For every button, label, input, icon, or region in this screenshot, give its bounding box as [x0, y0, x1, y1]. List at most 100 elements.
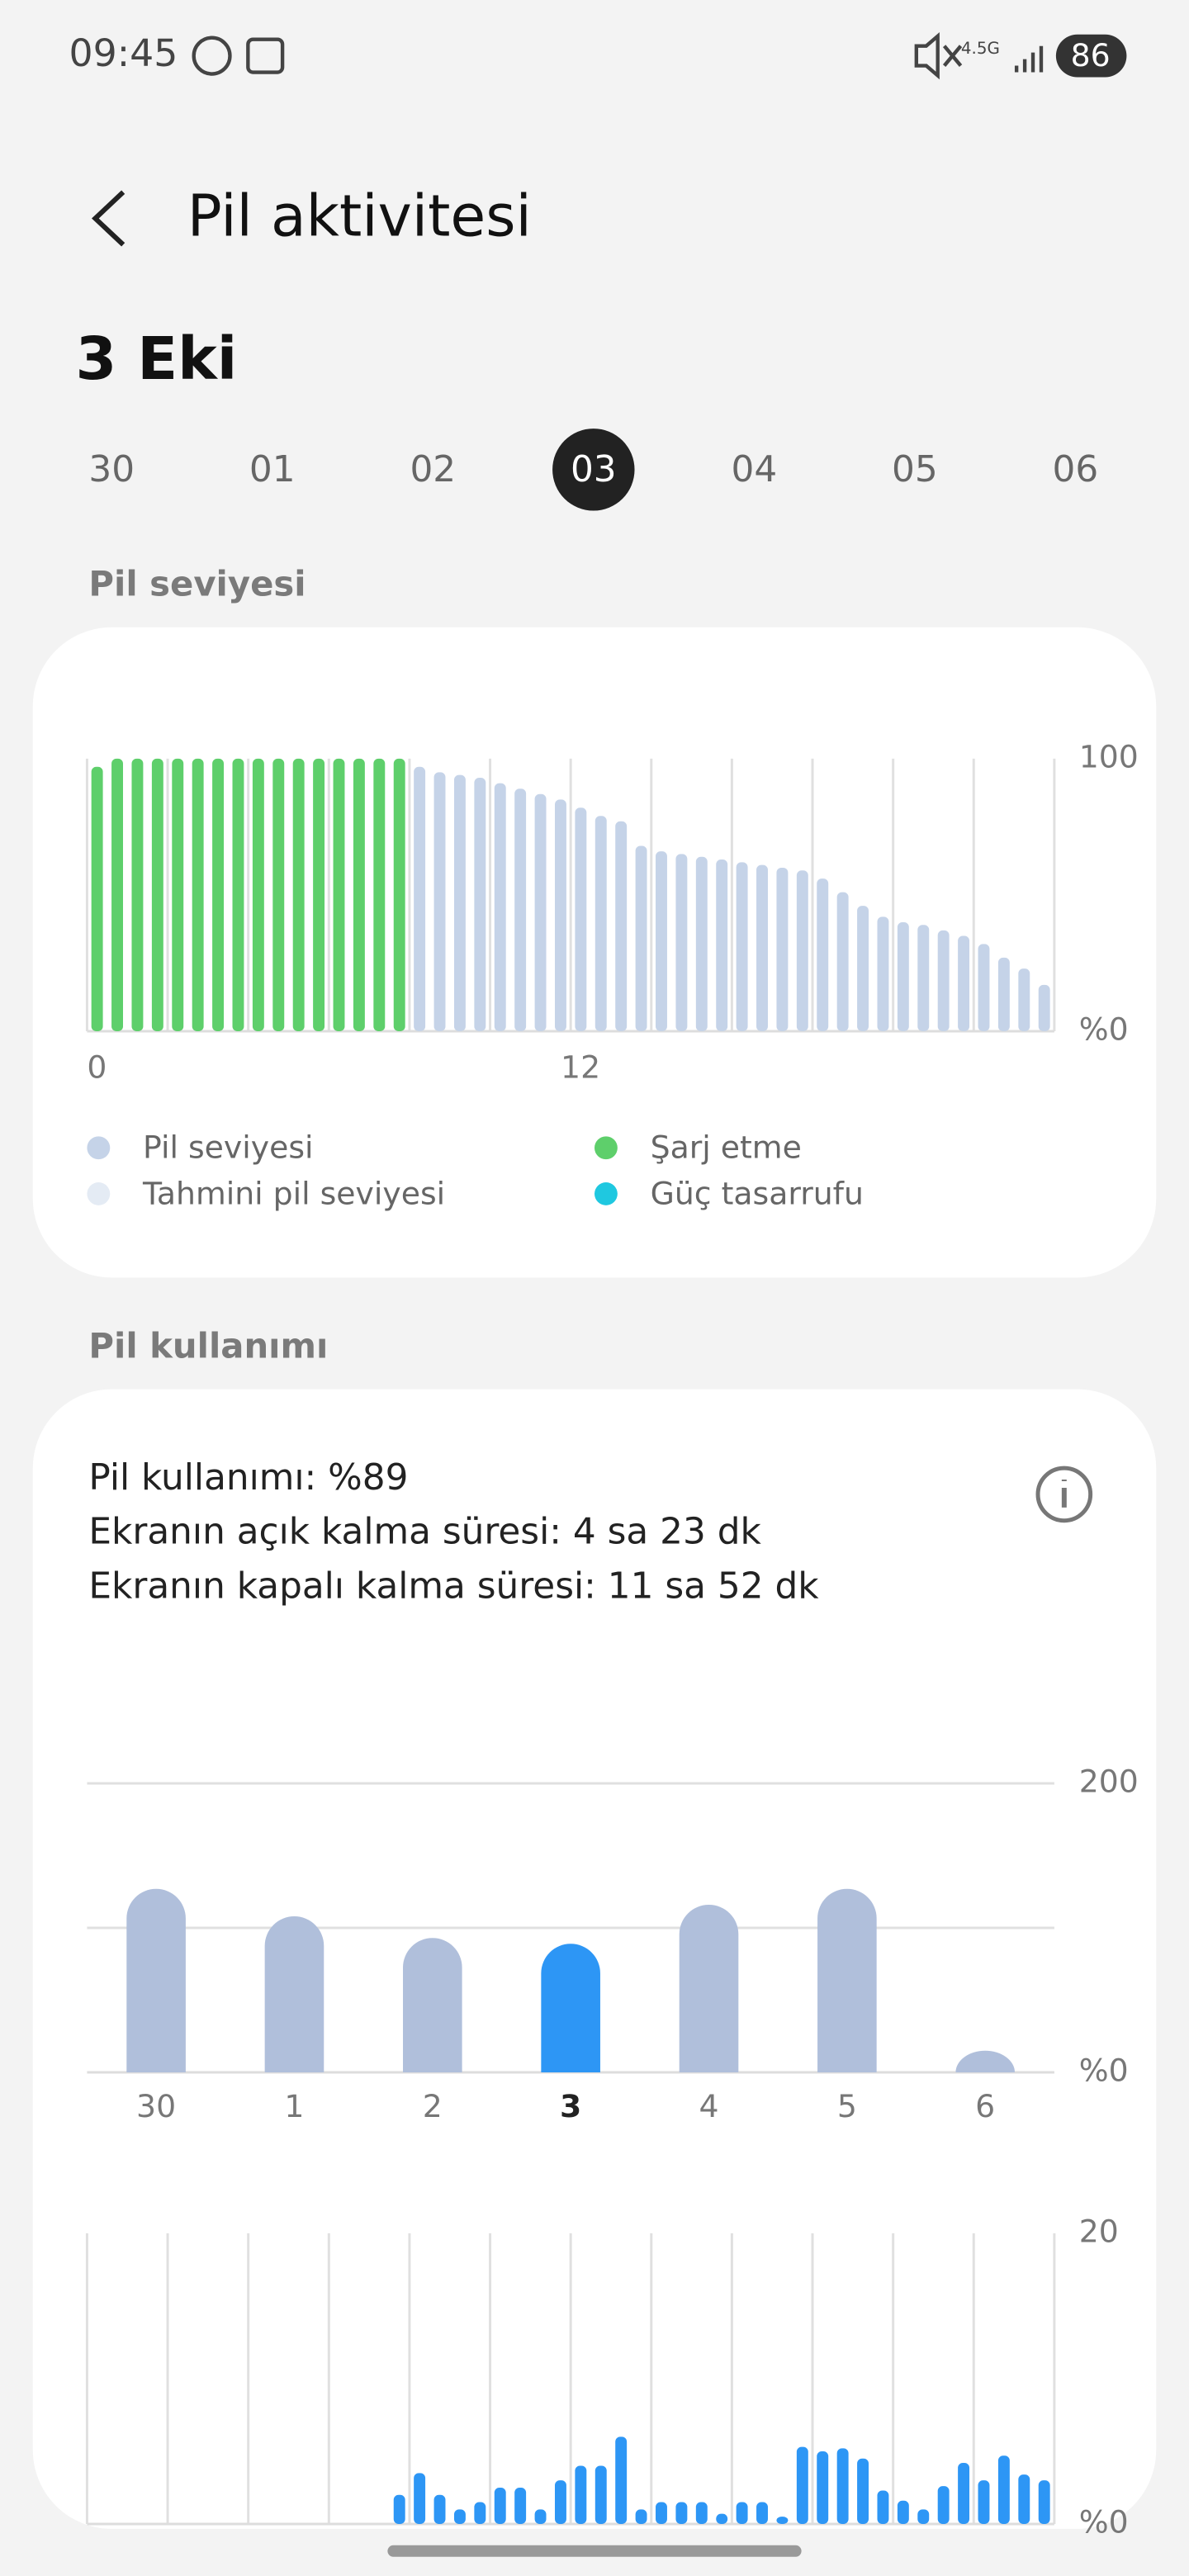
x-tick-label[interactable]: 5: [837, 2088, 857, 2124]
legend-marker: [594, 1182, 618, 1205]
bar: [252, 758, 264, 1032]
usage-summary: Pil kullanımı: %89: [88, 1456, 408, 1499]
y-tick-label: %0: [1079, 2053, 1129, 2089]
battery-pill: [1055, 34, 1127, 78]
bar: [635, 845, 647, 1032]
bar: [836, 892, 849, 1032]
bar: [292, 758, 305, 1032]
bar: [937, 930, 950, 1032]
bar: [192, 758, 204, 1032]
bar[interactable]: [541, 1944, 600, 2073]
day[interactable]: 02: [410, 448, 456, 490]
bar: [534, 793, 547, 1032]
bar: [393, 758, 405, 1032]
bar: [877, 916, 889, 1032]
bar: [756, 864, 768, 1032]
x-tick-label[interactable]: 6: [975, 2088, 995, 2124]
bar: [877, 2490, 889, 2524]
bar: [433, 772, 446, 1032]
day[interactable]: 06: [1053, 448, 1099, 490]
day[interactable]: 01: [249, 448, 296, 490]
bar: [675, 2502, 688, 2524]
bar: [615, 821, 628, 1032]
x-tick-label: 12: [561, 1049, 600, 1085]
x-tick-label[interactable]: 2: [423, 2088, 443, 2124]
day[interactable]: 03: [571, 448, 617, 490]
bar: [776, 2517, 789, 2524]
x-tick-label[interactable]: 30: [136, 2088, 176, 2124]
bar: [151, 758, 163, 1032]
legend-label: Pil seviyesi: [143, 1129, 313, 1166]
y-tick-label: 200: [1079, 1763, 1139, 1799]
bar: [736, 2502, 748, 2524]
legend-marker: [87, 1182, 111, 1205]
bar: [836, 2448, 849, 2524]
bar: [817, 878, 829, 1032]
bar: [212, 758, 225, 1032]
bar: [232, 758, 244, 1032]
legend-label: Güç tasarrufu: [651, 1175, 864, 1211]
section-title: Pil kullanımı: [88, 1325, 328, 1366]
bar: [393, 2494, 405, 2524]
bar: [1018, 2474, 1030, 2524]
x-tick-label[interactable]: 3: [560, 2088, 581, 2124]
bar: [997, 957, 1010, 1032]
bar: [1038, 984, 1050, 1032]
bar[interactable]: [126, 1888, 186, 2073]
section-title: Pil seviyesi: [88, 564, 306, 604]
day[interactable]: 05: [892, 448, 938, 490]
bar: [554, 799, 566, 1032]
bar: [917, 925, 930, 1032]
bar: [575, 2465, 587, 2524]
home-indicator[interactable]: [387, 2545, 802, 2557]
bar: [675, 854, 688, 1032]
bar: [575, 807, 587, 1032]
status-icons: [192, 31, 1044, 80]
bar: [796, 870, 808, 1032]
day[interactable]: 30: [88, 448, 135, 490]
bar[interactable]: [817, 1888, 877, 2073]
bar: [656, 2502, 667, 2524]
bar: [1038, 2480, 1050, 2524]
day-selected: [552, 429, 635, 511]
bar: [635, 2509, 647, 2524]
bar: [534, 2509, 547, 2524]
day[interactable]: 04: [731, 448, 777, 490]
bar: [453, 774, 466, 1032]
bar: [958, 2463, 970, 2524]
bar: [91, 766, 103, 1032]
bar: [937, 2486, 950, 2524]
usage-summary: Ekranın açık kalma süresi: 4 sa 23 dk: [88, 1511, 761, 1553]
bar: [111, 758, 123, 1032]
page-title: Pil aktivitesi: [187, 183, 532, 250]
network-type: 4.5G: [961, 39, 1000, 58]
usage-summary: Ekranın kapalı kalma süresi: 11 sa 52 dk: [88, 1565, 819, 1607]
bar: [695, 856, 708, 1032]
bar: [997, 2455, 1010, 2524]
y-tick-label: %0: [1079, 2503, 1129, 2540]
bar: [272, 758, 285, 1032]
bar: [958, 935, 970, 1032]
bar: [453, 2509, 466, 2524]
bar: [474, 2502, 486, 2524]
bar[interactable]: [955, 2050, 1016, 2073]
bar[interactable]: [679, 1904, 739, 2073]
date-title: 3 Eki: [76, 324, 238, 393]
bar: [716, 859, 728, 1032]
x-tick-label[interactable]: 4: [699, 2088, 718, 2124]
bar: [494, 2487, 506, 2524]
bar[interactable]: [264, 1915, 324, 2073]
bar: [796, 2446, 808, 2524]
bar: [474, 777, 486, 1032]
bar: [414, 766, 426, 1032]
back-button[interactable]: [92, 190, 126, 247]
legend-label: Tahmini pil seviyesi: [142, 1175, 445, 1211]
bar: [857, 906, 869, 1032]
bar[interactable]: [403, 1938, 462, 2073]
x-tick-label: 0: [87, 1049, 107, 1085]
info-button[interactable]: [1035, 1466, 1093, 1523]
bar: [414, 2473, 426, 2524]
x-tick-label[interactable]: 1: [284, 2088, 304, 2124]
legend-marker: [594, 1136, 618, 1160]
